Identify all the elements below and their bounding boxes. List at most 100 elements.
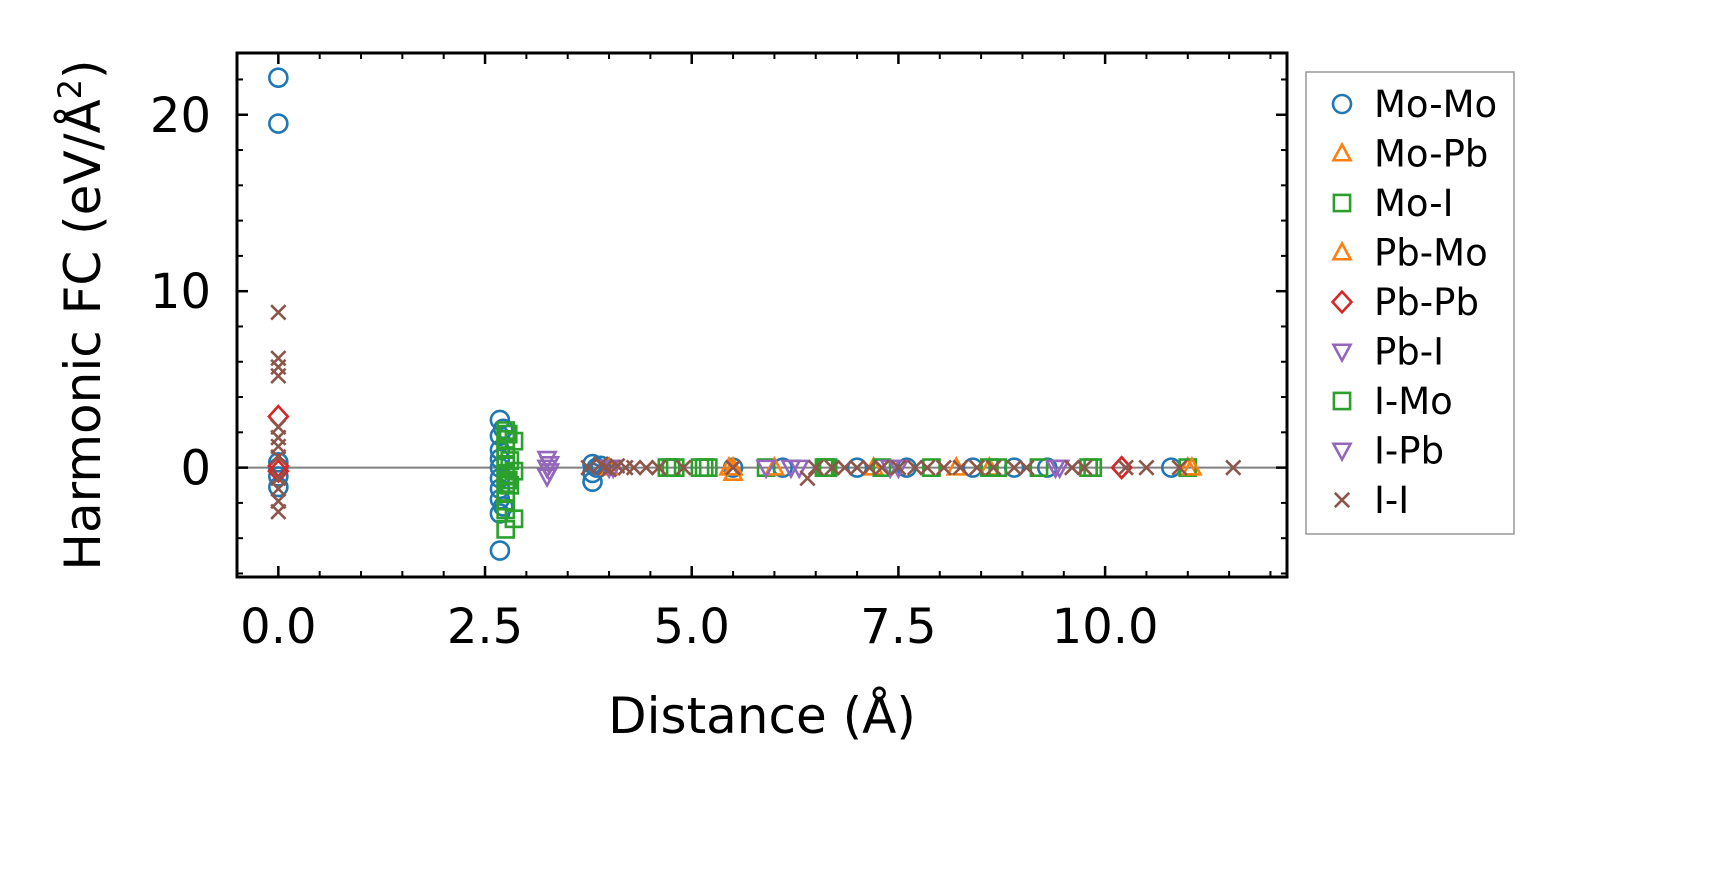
data-point-pb-i	[755, 459, 777, 480]
data-point-i-i	[890, 459, 907, 476]
data-point-pb-mo	[722, 455, 744, 476]
data-point-i-i	[1063, 459, 1081, 476]
data-point-mo-i	[504, 509, 524, 529]
legend-label: I-Mo	[1374, 380, 1453, 423]
data-point-mo-i	[1029, 458, 1049, 478]
data-point-mo-i	[500, 451, 520, 470]
data-point-i-mo	[979, 458, 999, 478]
data-point-mo-mo	[846, 457, 868, 478]
x-tick-label: 5.0	[654, 599, 730, 655]
data-point-mo-mo	[268, 466, 289, 487]
legend-marker-pb-pb	[1330, 289, 1354, 315]
data-point-i-i	[935, 459, 953, 476]
y-axis-label-tail: )	[54, 59, 112, 79]
legend-label: Pb-Mo	[1374, 232, 1488, 275]
data-point-i-i	[580, 459, 597, 476]
legend-marker-i-pb	[1331, 442, 1353, 463]
y-tick-label: 10	[150, 264, 211, 320]
data-point-pb-mo	[763, 455, 786, 476]
data-point-i-i	[270, 480, 287, 497]
y-tick-label: 0	[180, 441, 211, 497]
data-point-mo-mo	[268, 67, 289, 89]
legend-entry-mo-mo: Mo-Mo	[1331, 83, 1497, 126]
data-point-mo-mo	[489, 540, 511, 561]
x-tick-label: 7.5	[860, 599, 936, 655]
data-point-i-i	[1171, 459, 1188, 476]
legend-label: I-I	[1374, 479, 1409, 522]
data-point-i-i	[270, 448, 287, 466]
x-tick-label: 0.0	[240, 599, 316, 655]
data-point-i-i	[1076, 459, 1093, 476]
data-point-i-i	[1006, 459, 1023, 476]
data-point-i-mo	[498, 424, 518, 444]
legend-label: Pb-Pb	[1374, 281, 1479, 324]
y-axis-label-main: Harmonic FC (eV/Å	[54, 99, 112, 570]
plot-frame	[235, 51, 1289, 579]
data-point-i-pb	[1048, 459, 1071, 480]
data-point-i-i	[848, 459, 866, 476]
legend-entry-i-mo: I-Mo	[1332, 380, 1453, 423]
x-axis-label: Distance (Å)	[608, 687, 916, 745]
axis-tick-labels: 0.0 2.5 5.0 7.5 10.0 0 10 20	[150, 88, 1159, 655]
x-tick-label: 2.5	[447, 599, 523, 655]
data-marks	[267, 67, 1242, 561]
legend-entry-pb-mo: Pb-Mo	[1331, 232, 1488, 275]
data-point-i-i	[1018, 459, 1035, 476]
data-point-i-i	[1117, 459, 1134, 476]
legend-label: Mo-Pb	[1374, 133, 1488, 176]
data-point-i-pb	[879, 459, 901, 480]
data-point-i-mo	[694, 458, 714, 478]
legend-label: Mo-I	[1374, 182, 1454, 225]
legend-marker-pb-i	[1331, 343, 1353, 364]
data-point-i-i	[861, 459, 878, 476]
legend-entry-mo-pb: Mo-Pb	[1331, 133, 1488, 176]
legend-entry-pb-i: Pb-I	[1331, 331, 1444, 374]
data-point-i-pb	[780, 459, 802, 480]
legend-marker-i-i	[1333, 491, 1351, 509]
data-point-i-mo	[498, 470, 518, 490]
legend-marker-pb-mo	[1331, 240, 1353, 261]
legend-entry-i-pb: I-Pb	[1331, 430, 1444, 473]
data-point-i-i	[807, 459, 824, 476]
x-tick-label: 10.0	[1052, 599, 1159, 655]
legend-entry-i-i: I-I	[1333, 479, 1409, 522]
data-point-i-i	[919, 459, 936, 476]
data-point-mo-i	[500, 475, 520, 495]
data-point-mo-i	[872, 458, 892, 478]
data-point-mo-mo	[268, 113, 289, 134]
data-point-i-i	[270, 367, 287, 384]
data-point-i-pb	[538, 463, 561, 483]
data-point-i-i	[650, 459, 667, 476]
data-point-pb-mo	[1181, 455, 1203, 476]
legend-label: I-Pb	[1374, 430, 1444, 473]
legend-entry-mo-i: Mo-I	[1332, 182, 1454, 225]
data-point-i-i	[873, 459, 891, 476]
legend: Mo-Mo Mo-Pb Mo-I Pb-Mo Pb-Pb Pb-I I-Mo I-Pb I-I	[1305, 71, 1515, 535]
data-point-i-i	[985, 459, 1002, 476]
data-point-i-i	[270, 503, 287, 520]
data-point-i-i	[906, 459, 924, 476]
data-point-i-i	[968, 459, 986, 476]
data-point-pb-pb	[267, 458, 290, 484]
data-point-i-i	[675, 459, 692, 476]
data-point-i-i	[952, 459, 969, 476]
data-point-mo-mo	[492, 496, 514, 517]
legend-marker-i-mo	[1332, 391, 1352, 411]
y-axis-label-superscript: 2	[51, 79, 89, 99]
data-point-i-i	[824, 459, 841, 476]
data-point-i-i	[600, 461, 618, 478]
legend-marker-mo-mo	[1331, 93, 1353, 115]
data-point-i-i	[638, 459, 655, 476]
legend-label: Pb-I	[1374, 331, 1444, 374]
legend-label: Mo-Mo	[1374, 83, 1497, 126]
series-i-i	[270, 304, 1242, 520]
data-point-i-i	[724, 459, 742, 476]
data-point-mo-i	[922, 458, 941, 478]
data-point-i-i	[1138, 459, 1155, 476]
data-point-i-i	[270, 304, 287, 321]
data-point-i-i	[1225, 459, 1242, 476]
data-point-mo-mo	[268, 452, 289, 473]
legend-marker-mo-i	[1332, 193, 1352, 213]
